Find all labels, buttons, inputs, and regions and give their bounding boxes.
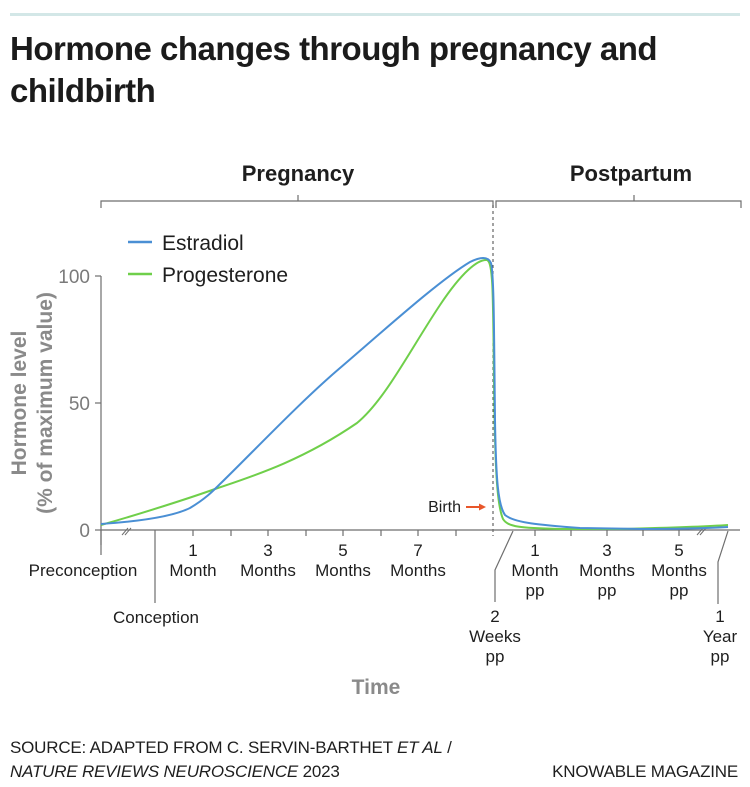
legend-estradiol-label: Estradiol xyxy=(162,232,244,255)
y-tick-0: 0 xyxy=(79,521,90,542)
publisher-credit: KNOWABLE MAGAZINE xyxy=(552,762,738,781)
legend: Estradiol Progesterone xyxy=(128,232,288,287)
x-label-3-months-unit: Months xyxy=(240,561,296,580)
source-slash: / xyxy=(442,738,452,757)
postpartum-bracket xyxy=(495,195,742,208)
phase-label-pregnancy: Pregnancy xyxy=(242,161,355,186)
x-label-conception: Conception xyxy=(113,608,199,627)
birth-arrow-icon xyxy=(466,503,486,511)
y-axis xyxy=(95,275,102,545)
top-rule xyxy=(10,13,740,16)
x-label-pp-1-month-num: 1 xyxy=(530,541,539,560)
phase-label-postpartum: Postpartum xyxy=(570,161,692,186)
y-axis-title: Hormone level xyxy=(8,331,31,476)
y-tick-50: 50 xyxy=(69,394,90,415)
x-label-pp-1-year-unit: Year xyxy=(703,627,738,646)
x-label-pp-5-months-unit: Months xyxy=(651,561,707,580)
x-label-5-months-num: 5 xyxy=(338,541,347,560)
source-year: 2023 xyxy=(298,762,340,781)
x-label-preconception: Preconception xyxy=(29,561,138,580)
x-label-pp-1-month-unit: Month xyxy=(511,561,558,580)
x-label-pp-2-weeks-unit: Weeks xyxy=(469,627,521,646)
x-label-pp-5-months-num: 5 xyxy=(674,541,683,560)
source-citation: SOURCE: ADAPTED FROM C. SERVIN-BARTHET E… xyxy=(10,736,452,784)
x-label-pp-2-weeks-num: 2 xyxy=(490,607,499,626)
source-journal: NATURE REVIEWS NEUROSCIENCE xyxy=(10,762,299,781)
x-axis-title: Time xyxy=(352,676,401,699)
y-tick-100: 100 xyxy=(58,267,90,288)
x-label-1-month-unit: Month xyxy=(169,561,216,580)
x-label-pp-1-year-num: 1 xyxy=(715,607,724,626)
estradiol-line xyxy=(100,257,729,531)
x-label-pp-1-month-pp: pp xyxy=(526,581,545,600)
progesterone-line xyxy=(100,258,729,530)
birth-annotation-label: Birth xyxy=(428,499,461,516)
x-label-7-months-unit: Months xyxy=(390,561,446,580)
x-label-pp-5-months-pp: pp xyxy=(670,581,689,600)
source-prefix: SOURCE: ADAPTED FROM C. SERVIN-BARTHET xyxy=(10,738,398,757)
x-label-1-month-num: 1 xyxy=(188,541,197,560)
x-label-pp-3-months-num: 3 xyxy=(602,541,611,560)
x-label-7-months-num: 7 xyxy=(413,541,422,560)
x-axis xyxy=(100,529,740,604)
x-label-pp-3-months-unit: Months xyxy=(579,561,635,580)
x-label-pp-3-months-pp: pp xyxy=(598,581,617,600)
x-label-3-months-num: 3 xyxy=(263,541,272,560)
chart-title: Hormone changes through pregnancy and ch… xyxy=(10,30,658,109)
y-axis-subtitle: (% of maximum value) xyxy=(34,292,57,514)
legend-progesterone-label: Progesterone xyxy=(162,264,288,287)
x-label-5-months-unit: Months xyxy=(315,561,371,580)
source-et-al: ET AL xyxy=(397,738,443,757)
x-label-pp-1-year-pp: pp xyxy=(711,647,730,666)
x-label-pp-2-weeks-pp: pp xyxy=(486,647,505,666)
pregnancy-bracket xyxy=(100,195,494,208)
axis-break-icon xyxy=(121,527,707,536)
